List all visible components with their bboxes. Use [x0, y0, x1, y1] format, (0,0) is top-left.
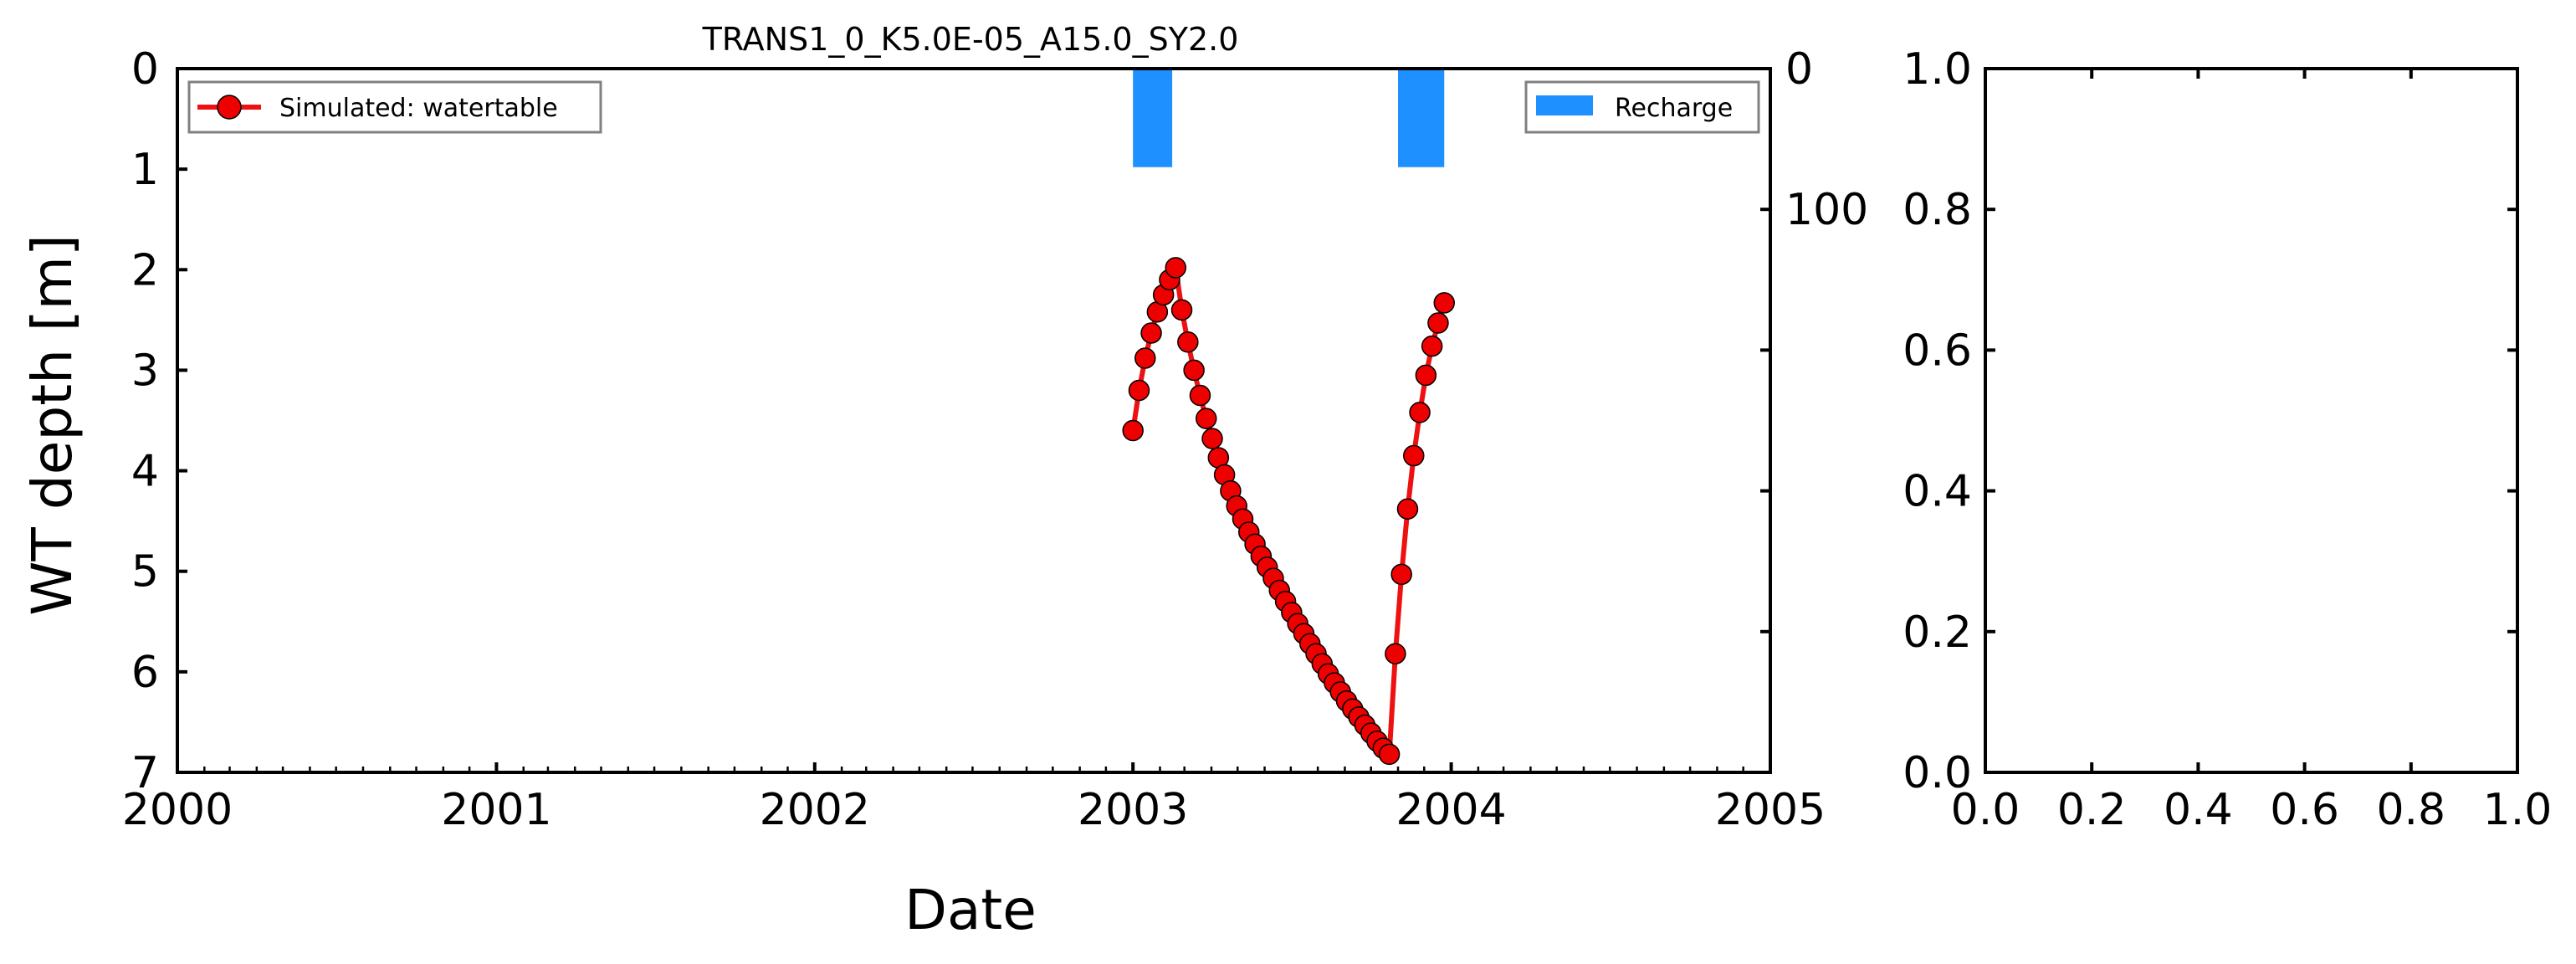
- recharge-bar: [1133, 69, 1173, 167]
- secondary-x-tick-label: 0.2: [2057, 785, 2127, 835]
- watertable-point: [1421, 335, 1443, 357]
- secondary-empty-axes: 0.0 0.2 0.4 0.6 0.8 1.0 0.0 0.2 0.4 0.6 0.8 1.0: [1903, 44, 2552, 835]
- secondary-y-tick-label: 0.4: [1903, 467, 1972, 517]
- legend-recharge: Recharge: [1524, 80, 1760, 134]
- watertable-point: [1165, 257, 1187, 279]
- y-tick-label: 6: [131, 648, 159, 698]
- x-tick-label: 2000: [122, 785, 233, 835]
- watertable-point: [1390, 563, 1412, 586]
- y-tick-label: 1: [131, 145, 159, 195]
- y-tick-label: 0: [131, 44, 159, 95]
- secondary-y-tick-label: 0.2: [1903, 608, 1972, 658]
- secondary-plot-frame: [1984, 67, 2519, 774]
- watertable-point: [1396, 498, 1419, 520]
- watertable-point: [1189, 384, 1211, 407]
- recharge-bars: [1133, 69, 1445, 167]
- y-tick-label: 2: [131, 245, 159, 295]
- secondary-x-tick-label: 0.8: [2376, 785, 2445, 835]
- y-tick-label: 4: [131, 447, 159, 497]
- recharge-axis-ticks: 0 100: [1760, 44, 1868, 774]
- legend-recharge-label: Recharge: [1615, 94, 1733, 123]
- watertable-point: [1378, 743, 1401, 766]
- watertable-point: [1134, 347, 1156, 369]
- watertable-point: [1433, 292, 1455, 314]
- watertable-point: [1140, 322, 1162, 344]
- secondary-y-tick-label: 0.8: [1903, 185, 1972, 235]
- simulated-watertable-series: [1122, 257, 1455, 766]
- watertable-point: [1177, 331, 1199, 353]
- x-tick-label: 2005: [1715, 785, 1826, 835]
- main-axis-ticks: 2000 2001 2002 2003 2004 2005 0 1 2 3 4 5 6 7: [122, 44, 1826, 835]
- legend-recharge-swatch: [1536, 95, 1593, 115]
- watertable-point: [1415, 364, 1437, 387]
- secondary-x-tick-label: 1.0: [2483, 785, 2553, 835]
- recharge-bar: [1398, 69, 1445, 167]
- watertable-point: [1427, 312, 1449, 334]
- watertable-point: [1385, 643, 1406, 664]
- right-tick-label: 0: [1785, 44, 1813, 95]
- watertable-point: [1183, 359, 1205, 382]
- y-tick-label: 5: [131, 547, 159, 597]
- legend-watertable-label: Simulated: watertable: [279, 94, 558, 123]
- secondary-x-tick-label: 0.4: [2164, 785, 2233, 835]
- secondary-y-tick-label: 0.0: [1903, 748, 1972, 798]
- watertable-point: [1403, 444, 1425, 467]
- chart-title: TRANS1_0_K5.0E-05_A15.0_SY2.0: [702, 21, 1239, 58]
- watertable-point: [1201, 428, 1223, 449]
- legend-watertable: Simulated: watertable: [187, 80, 602, 134]
- x-tick-label: 2004: [1396, 785, 1506, 835]
- watertable-point: [1122, 419, 1144, 442]
- watertable-point: [1195, 408, 1217, 429]
- secondary-x-tick-label: 0.0: [1951, 785, 2020, 835]
- watertable-point: [1409, 402, 1431, 423]
- secondary-y-tick-label: 1.0: [1903, 44, 1972, 95]
- y-axis-label: WT depth [m]: [20, 234, 85, 615]
- watertable-point: [1128, 379, 1150, 402]
- y-tick-label: 7: [131, 748, 159, 798]
- x-axis-label: Date: [904, 878, 1037, 942]
- secondary-y-tick-label: 0.6: [1903, 326, 1972, 376]
- y-tick-label: 3: [131, 346, 159, 396]
- watertable-point: [1170, 299, 1193, 321]
- x-tick-label: 2003: [1078, 785, 1188, 835]
- secondary-x-tick-label: 0.6: [2270, 785, 2339, 835]
- x-tick-label: 2002: [760, 785, 870, 835]
- right-tick-label: 100: [1785, 185, 1868, 235]
- x-tick-label: 2001: [441, 785, 551, 835]
- legend-watertable-marker: [217, 95, 242, 120]
- main-plot-frame: [176, 67, 1772, 774]
